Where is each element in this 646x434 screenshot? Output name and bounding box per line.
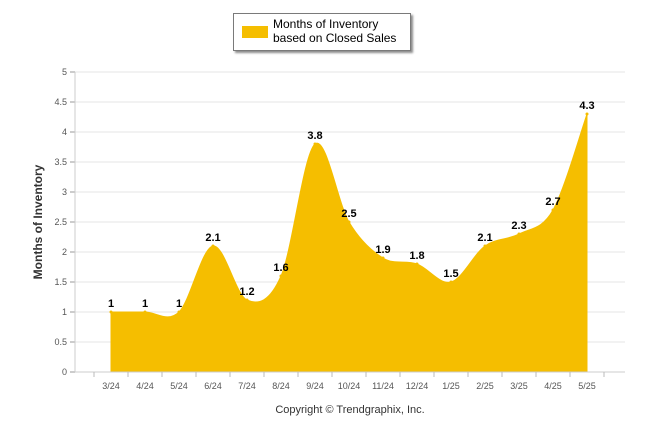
data-point [347, 220, 351, 224]
copyright-text: Copyright © Trendgraphix, Inc. [275, 404, 424, 416]
data-point [449, 280, 453, 284]
x-tick-label: 5/25 [578, 381, 596, 391]
data-point [551, 208, 555, 212]
y-tick-label: 0.5 [54, 337, 67, 347]
x-tick-label: 9/24 [306, 381, 324, 391]
y-tick-label: 3.5 [54, 157, 67, 167]
y-tick-label: 0 [62, 367, 67, 377]
y-tick-label: 2.5 [54, 217, 67, 227]
data-point [143, 310, 147, 314]
x-tick-label: 12/24 [406, 381, 429, 391]
data-point [313, 142, 317, 146]
data-label: 4.3 [579, 100, 594, 112]
y-tick-label: 3 [62, 187, 67, 197]
x-tick-label: 6/24 [204, 381, 222, 391]
data-point [483, 244, 487, 248]
y-tick-label: 4.5 [54, 97, 67, 107]
y-axis-title: Months of Inventory [31, 164, 45, 279]
data-label: 1.6 [273, 262, 288, 274]
y-tick-label: 2 [62, 247, 67, 257]
x-tick-label: 1/25 [442, 381, 460, 391]
data-label: 3.8 [307, 130, 322, 142]
data-label: 1 [176, 298, 182, 310]
data-label: 1.9 [375, 244, 390, 256]
data-label: 1.5 [443, 268, 458, 280]
y-tick-label: 4 [62, 127, 67, 137]
data-point [279, 274, 283, 278]
y-tick-label: 1 [62, 307, 67, 317]
data-label: 2.5 [341, 208, 356, 220]
x-tick-label: 10/24 [338, 381, 361, 391]
x-tick-label: 8/24 [272, 381, 290, 391]
data-point [585, 112, 589, 116]
data-label: 1.2 [239, 286, 254, 298]
x-tick-label: 4/25 [544, 381, 562, 391]
data-point [415, 262, 419, 266]
data-point [109, 310, 113, 314]
data-point [245, 298, 249, 302]
data-label: 2.1 [477, 232, 492, 244]
x-tick-label: 4/24 [136, 381, 154, 391]
x-tick-label: 7/24 [238, 381, 256, 391]
x-tick-label: 11/24 [372, 381, 394, 391]
data-point [177, 310, 181, 314]
data-point [517, 232, 521, 236]
data-label: 2.7 [545, 196, 560, 208]
legend-label: Months of Inventory based on Closed Sale… [273, 17, 397, 45]
data-label: 1.8 [409, 250, 424, 262]
y-tick-label: 1.5 [54, 277, 67, 287]
x-tick-label: 3/24 [102, 381, 120, 391]
data-label: 1 [108, 298, 114, 310]
data-point [381, 256, 385, 260]
x-tick-label: 2/25 [476, 381, 494, 391]
y-tick-label: 5 [62, 67, 67, 77]
data-label: 2.1 [205, 232, 220, 244]
legend: Months of Inventory based on Closed Sale… [233, 13, 411, 51]
series-area [110, 113, 588, 373]
x-tick-label: 5/24 [170, 381, 188, 391]
data-label: 1 [142, 298, 148, 310]
x-tick-label: 3/25 [510, 381, 528, 391]
legend-swatch [242, 26, 268, 38]
data-label: 2.3 [511, 220, 526, 232]
data-point [211, 244, 215, 248]
